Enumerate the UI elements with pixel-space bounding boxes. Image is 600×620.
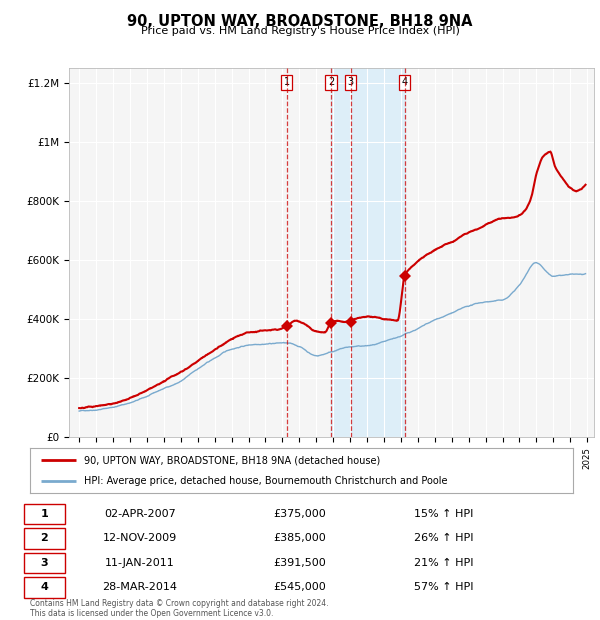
FancyBboxPatch shape: [24, 577, 65, 598]
Text: 2: 2: [328, 78, 334, 87]
Text: 15% ↑ HPI: 15% ↑ HPI: [414, 509, 473, 519]
Text: 02-APR-2007: 02-APR-2007: [104, 509, 176, 519]
Text: 90, UPTON WAY, BROADSTONE, BH18 9NA (detached house): 90, UPTON WAY, BROADSTONE, BH18 9NA (det…: [85, 455, 380, 466]
Text: Contains HM Land Registry data © Crown copyright and database right 2024.
This d: Contains HM Land Registry data © Crown c…: [30, 599, 329, 618]
Text: £385,000: £385,000: [274, 533, 326, 543]
Text: 4: 4: [402, 78, 408, 87]
Text: Price paid vs. HM Land Registry's House Price Index (HPI): Price paid vs. HM Land Registry's House …: [140, 26, 460, 36]
Text: 1: 1: [284, 78, 290, 87]
FancyBboxPatch shape: [24, 504, 65, 525]
Text: 57% ↑ HPI: 57% ↑ HPI: [414, 582, 473, 592]
Text: 28-MAR-2014: 28-MAR-2014: [103, 582, 178, 592]
Text: 90, UPTON WAY, BROADSTONE, BH18 9NA: 90, UPTON WAY, BROADSTONE, BH18 9NA: [127, 14, 473, 29]
FancyBboxPatch shape: [24, 553, 65, 573]
Text: 2: 2: [41, 533, 48, 543]
Text: 4: 4: [40, 582, 49, 592]
Bar: [331, 68, 405, 437]
Text: £545,000: £545,000: [274, 582, 326, 592]
Text: 3: 3: [347, 78, 353, 87]
Text: 21% ↑ HPI: 21% ↑ HPI: [414, 558, 473, 568]
Text: 11-JAN-2011: 11-JAN-2011: [105, 558, 175, 568]
Text: 3: 3: [41, 558, 48, 568]
Text: 12-NOV-2009: 12-NOV-2009: [103, 533, 177, 543]
Text: 1: 1: [41, 509, 48, 519]
Text: 26% ↑ HPI: 26% ↑ HPI: [414, 533, 473, 543]
Text: HPI: Average price, detached house, Bournemouth Christchurch and Poole: HPI: Average price, detached house, Bour…: [85, 476, 448, 486]
FancyBboxPatch shape: [24, 528, 65, 549]
Text: £391,500: £391,500: [274, 558, 326, 568]
Text: £375,000: £375,000: [274, 509, 326, 519]
